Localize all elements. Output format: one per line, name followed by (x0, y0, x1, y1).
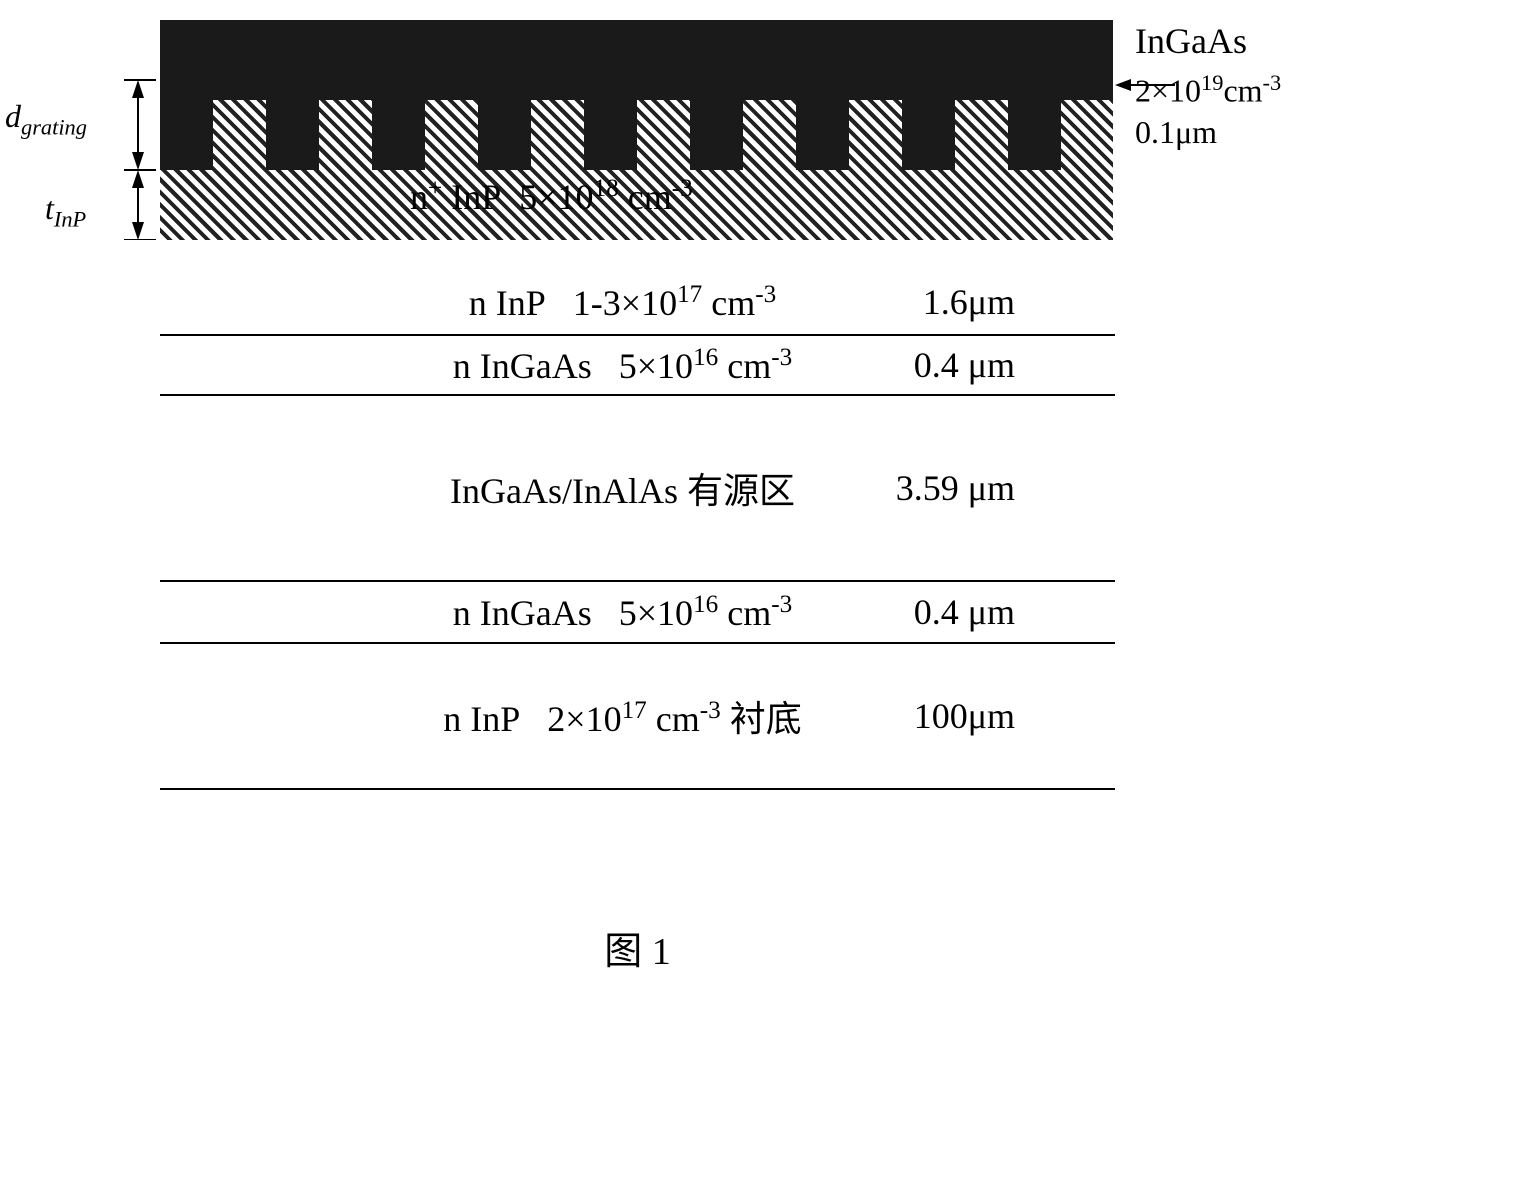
layer-material: n InP 1-3×1017 cm-3 (469, 281, 806, 324)
d-grating-label: dgrating (5, 98, 87, 140)
layer-thickness: 0.4 μm (914, 344, 1015, 386)
grating-region: dgrating tInP (160, 20, 1115, 240)
figure-caption: 图 1 (160, 920, 1115, 975)
layer-row: n InP 1-3×1017 cm-3 1.6μm (160, 270, 1115, 336)
layer-material: n InGaAs 5×1016 cm-3 (453, 344, 822, 387)
layer-row: n InGaAs 5×1016 cm-3 0.4 μm (160, 582, 1115, 642)
ingaas-top-layer (160, 20, 1113, 100)
ingaas-right-labels: InGaAs 2×1019cm-3 0.1μm (1135, 20, 1281, 151)
layer-thickness: 3.59 μm (896, 467, 1015, 509)
ingaas-doping-label: 2×1019cm-3 (1135, 70, 1281, 110)
ingaas-material-label: InGaAs (1135, 20, 1281, 62)
layer-row: n InP 2×1017 cm-3 衬底 100μm (160, 642, 1115, 790)
inp-layer-label: n+ InP 5×1018 cm-3 (410, 175, 693, 218)
layer-material: n InP 2×1017 cm-3 衬底 (443, 690, 831, 742)
dimension-brackets (116, 20, 166, 245)
layer-row: n InGaAs 5×1016 cm-3 0.4 μm (160, 336, 1115, 396)
layer-material: InGaAs/InAlAs 有源区 (450, 462, 825, 514)
ingaas-thickness-label: 0.1μm (1135, 114, 1281, 151)
layer-thickness: 1.6μm (923, 281, 1015, 323)
layer-thickness: 100μm (914, 695, 1015, 737)
layer-row: InGaAs/InAlAs 有源区 3.59 μm (160, 396, 1115, 582)
layer-table: n InP 1-3×1017 cm-3 1.6μm n InGaAs 5×101… (160, 270, 1115, 790)
layer-thickness: 0.4 μm (914, 591, 1015, 633)
t-inp-label: tInP (45, 190, 86, 232)
layer-diagram: dgrating tInP (160, 20, 1360, 975)
layer-material: n InGaAs 5×1016 cm-3 (453, 591, 822, 634)
